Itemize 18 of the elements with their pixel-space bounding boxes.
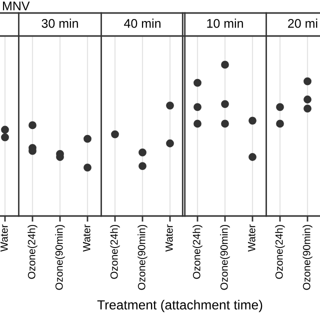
x-tick-label: Ozone(24h) [275,224,285,279]
text: 40 min [124,18,160,28]
x-tick-label: Ozone(24h) [192,224,202,279]
x-tick-label: Water [0,224,8,252]
text: 30 min [42,18,78,28]
x-tick-label: Ozone(90min) [220,224,230,290]
x-tick-label: Water [83,224,90,252]
x-tick-label: Ozone(24h) [28,224,38,279]
x-tick-label: Ozone(90min) [55,224,65,290]
x-tick-label: Ozone(90min) [138,224,148,290]
x-axis-title: Treatment (attachment time) [97,300,262,312]
x-tick-label: Ozone(90min) [302,224,312,290]
text: 20 mi [288,18,318,28]
x-tick-label: Water [166,224,173,252]
text: 10 min [207,18,243,28]
text: MNV [3,2,30,10]
x-tick-label: Ozone(24h) [110,224,120,279]
x-tick-label: Water [248,224,256,252]
